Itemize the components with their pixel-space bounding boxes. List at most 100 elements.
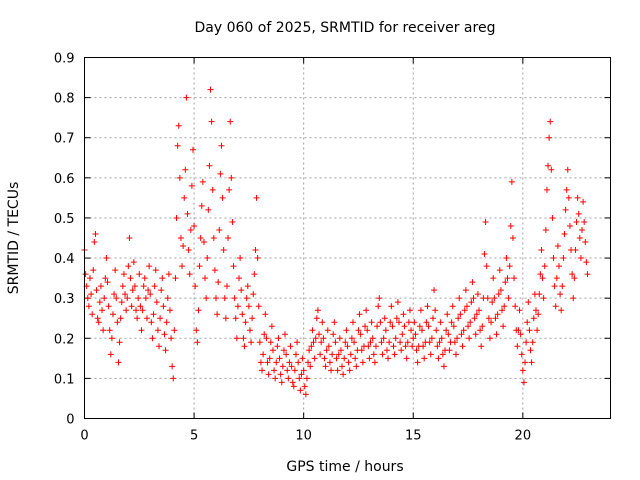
data-point — [146, 263, 153, 270]
data-point — [169, 363, 176, 370]
data-point — [205, 206, 212, 213]
data-point — [367, 339, 374, 346]
data-point — [419, 327, 426, 334]
data-point — [163, 319, 170, 326]
data-point — [377, 319, 384, 326]
data-point — [390, 343, 397, 350]
data-point — [412, 331, 419, 338]
data-point — [492, 315, 499, 322]
data-point — [206, 162, 213, 169]
data-point — [342, 339, 349, 346]
data-point — [115, 359, 122, 366]
data-point — [301, 383, 308, 390]
data-point — [219, 194, 226, 201]
data-point — [372, 343, 379, 350]
y-tick-label: 0.3 — [54, 292, 75, 307]
data-point — [130, 259, 137, 266]
data-point — [437, 319, 444, 326]
data-point — [245, 303, 252, 310]
data-point — [180, 243, 187, 250]
data-point — [171, 327, 178, 334]
data-point — [152, 267, 159, 274]
data-point — [139, 307, 146, 314]
x-tick-label: 10 — [295, 429, 312, 444]
data-point — [282, 331, 289, 338]
data-point — [389, 323, 396, 330]
data-point — [160, 303, 167, 310]
data-point — [420, 343, 427, 350]
data-point — [268, 323, 275, 330]
data-point — [344, 343, 351, 350]
data-point — [101, 295, 108, 302]
data-point — [86, 275, 93, 282]
data-point — [514, 343, 521, 350]
data-point — [352, 355, 359, 362]
data-point — [359, 359, 366, 366]
data-point — [295, 359, 302, 366]
data-point — [311, 355, 318, 362]
data-point — [370, 351, 377, 358]
data-point — [85, 303, 92, 310]
data-point — [423, 319, 430, 326]
data-point — [306, 347, 313, 354]
data-point — [365, 343, 372, 350]
data-point — [226, 186, 233, 193]
data-point — [356, 311, 363, 318]
data-point — [529, 339, 536, 346]
data-point — [198, 202, 205, 209]
data-point — [211, 267, 218, 274]
data-point — [579, 226, 586, 233]
data-point — [325, 343, 332, 350]
data-point — [114, 319, 121, 326]
x-tick-label: 0 — [80, 429, 88, 444]
data-point — [119, 283, 126, 290]
y-axis-label: SRMTID / TECUs — [6, 182, 22, 295]
data-point — [156, 343, 163, 350]
data-point — [549, 214, 556, 221]
data-point — [303, 375, 310, 382]
x-axis-label: GPS time / hours — [286, 459, 403, 475]
data-point — [278, 379, 285, 386]
data-point — [241, 343, 248, 350]
data-point — [538, 247, 545, 254]
data-point — [305, 359, 312, 366]
data-point — [153, 299, 160, 306]
data-point — [429, 315, 436, 322]
data-point — [394, 299, 401, 306]
data-point — [149, 335, 156, 342]
data-point — [427, 351, 434, 358]
data-point — [242, 319, 249, 326]
data-point — [229, 218, 236, 225]
data-point — [331, 319, 338, 326]
data-point — [343, 327, 350, 334]
data-point — [148, 319, 155, 326]
data-point — [403, 355, 410, 362]
data-point — [505, 295, 512, 302]
data-point — [473, 311, 480, 318]
data-point — [252, 247, 259, 254]
data-point — [82, 271, 89, 278]
data-point — [392, 335, 399, 342]
data-point — [181, 194, 188, 201]
data-point — [528, 359, 535, 366]
data-point — [320, 335, 327, 342]
data-point — [274, 343, 281, 350]
data-point — [140, 283, 147, 290]
data-point — [478, 343, 485, 350]
data-point — [509, 235, 516, 241]
data-point — [117, 315, 124, 322]
data-point — [400, 311, 407, 318]
data-point — [554, 243, 561, 250]
data-point — [463, 303, 470, 310]
data-point — [96, 299, 103, 306]
data-point — [574, 194, 581, 201]
data-point — [358, 347, 365, 354]
data-point — [530, 315, 537, 322]
data-point — [172, 275, 179, 282]
data-point — [116, 339, 123, 346]
data-point — [191, 222, 198, 229]
data-point — [371, 359, 378, 366]
data-point — [547, 118, 554, 125]
data-point — [326, 359, 333, 366]
data-point — [225, 235, 232, 241]
